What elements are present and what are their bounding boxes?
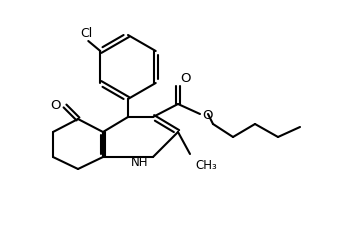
Text: NH: NH [131, 156, 148, 169]
Text: Cl: Cl [80, 27, 92, 40]
Text: O: O [180, 72, 190, 85]
Text: CH₃: CH₃ [195, 158, 217, 171]
Text: O: O [202, 108, 212, 121]
Text: O: O [51, 98, 61, 111]
